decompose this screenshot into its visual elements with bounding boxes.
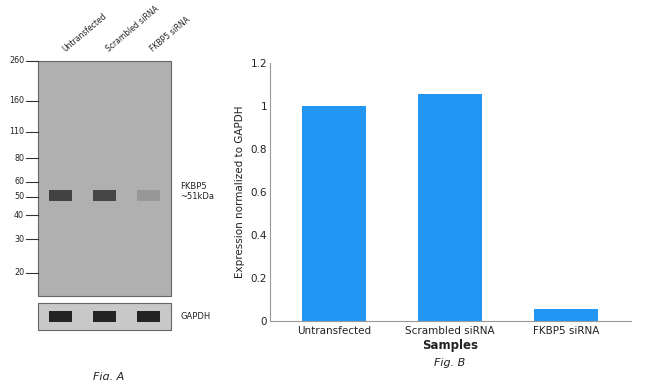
Text: Fig. B: Fig. B [434,358,466,368]
Bar [38,61,171,296]
Text: 110: 110 [9,127,24,136]
Y-axis label: Expression normalized to GAPDH: Expression normalized to GAPDH [235,106,245,278]
Bar [418,94,482,321]
Bar [302,106,366,321]
Bar [38,303,171,330]
Bar [137,190,160,201]
Text: FKBP5 siRNA: FKBP5 siRNA [149,15,192,53]
Bar [49,311,72,322]
Text: 260: 260 [9,56,24,65]
Text: 50: 50 [14,192,24,201]
Bar [93,311,116,322]
Bar [49,190,72,201]
Bar [93,190,116,201]
Text: 80: 80 [14,154,24,163]
Text: 160: 160 [9,97,24,105]
Text: 20: 20 [14,268,24,277]
Bar [534,309,599,321]
Text: FKBP5
~51kDa: FKBP5 ~51kDa [181,182,214,201]
Text: Scrambled siRNA: Scrambled siRNA [105,4,161,53]
Bar [137,311,160,322]
Text: 30: 30 [14,235,24,244]
Text: Fig. A: Fig. A [92,372,124,380]
Text: GAPDH: GAPDH [181,312,211,321]
Text: 60: 60 [14,177,24,187]
Text: Untransfected: Untransfected [60,11,108,53]
Text: 40: 40 [14,211,24,220]
X-axis label: Samples: Samples [422,339,478,352]
